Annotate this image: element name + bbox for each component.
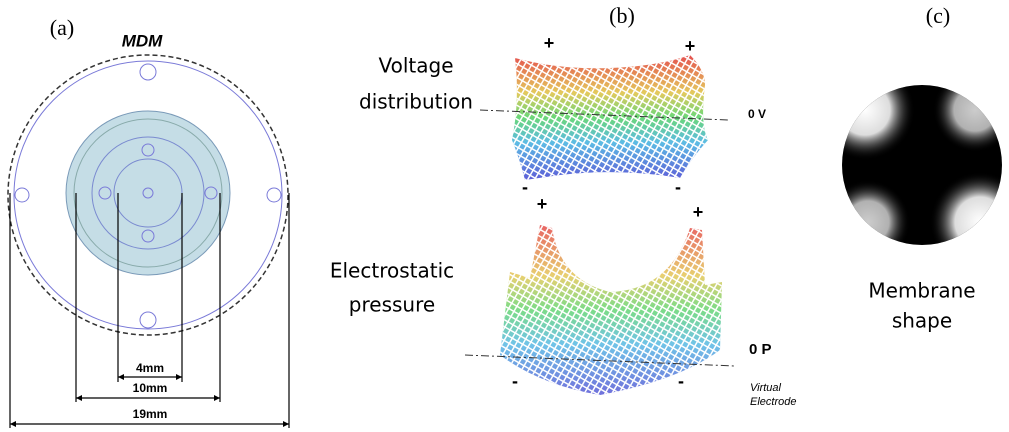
dimension-label: 10mm [133, 381, 168, 395]
surface-label: Voltage [378, 54, 453, 78]
shape-label: Membrane [868, 279, 975, 303]
sign: + [544, 33, 555, 53]
panel-a: (a) MDM 4mm 10mm 19mm [8, 15, 289, 428]
dimension-label: 19mm [133, 407, 168, 421]
pressure-mesh [500, 225, 722, 395]
annotation: Electrode [750, 396, 796, 408]
sign: + [685, 36, 696, 56]
surface-label: pressure [349, 293, 435, 317]
sign: - [675, 177, 681, 197]
sign: - [522, 177, 528, 197]
zero-label: 0 P [749, 341, 772, 358]
dimension-label: 4mm [136, 361, 164, 375]
panel-label: (a) [50, 15, 74, 40]
sign: + [537, 194, 548, 214]
figure-svg: (a) MDM 4mm 10mm 19mm (b) Voltage distri… [0, 0, 1009, 432]
panel-label: (c) [926, 3, 950, 28]
panel-c: (c) Membrane shape [815, 3, 1009, 332]
sign: + [693, 202, 704, 222]
sign: - [678, 371, 684, 391]
surface-label: distribution [359, 90, 473, 114]
panel-b: (b) Voltage distribution 0 V + + - - Ele… [330, 3, 797, 408]
figure: (a) MDM 4mm 10mm 19mm (b) Voltage distri… [0, 0, 1009, 432]
membrane-shape [815, 60, 1009, 272]
zero-label: 0 V [748, 107, 766, 121]
mdm-label: MDM [122, 31, 163, 50]
surface-label: Electrostatic [330, 259, 454, 283]
voltage-mesh [512, 55, 708, 180]
shape-label: shape [892, 309, 952, 333]
sign: - [512, 371, 518, 391]
annotation: Virtual [750, 382, 782, 394]
panel-label: (b) [609, 3, 635, 28]
